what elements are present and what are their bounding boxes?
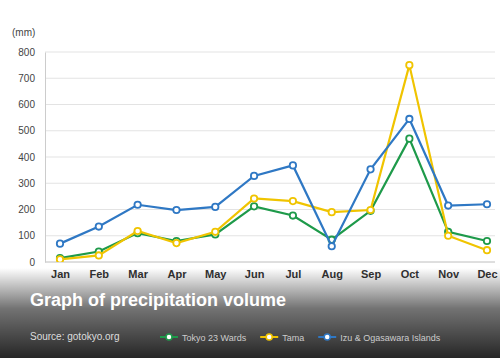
legend: Tokyo 23 Wards Tama Izu & Ogasawara Island… — [160, 333, 441, 343]
legend-label: Tama — [282, 333, 304, 343]
title: Graph of precipitation volume — [30, 290, 286, 310]
series-point — [367, 207, 373, 213]
series-point — [484, 201, 490, 207]
y-tick: 200 — [18, 204, 45, 215]
x-axis-line — [45, 262, 495, 263]
y-axis-title: (mm) — [12, 27, 35, 38]
y-axis: 0 100 200 300 400 500 600 700 800 — [18, 47, 45, 268]
grid-line — [45, 78, 495, 79]
y-tick: 300 — [18, 178, 45, 189]
series-point — [251, 173, 257, 179]
series-point — [329, 209, 335, 215]
series-point — [96, 252, 102, 258]
y-tick-label: 500 — [18, 125, 35, 136]
series-point — [367, 208, 373, 214]
grid-line — [45, 130, 495, 131]
series — [57, 116, 490, 250]
legend-item: Izu & Ogasawara Islands — [318, 333, 441, 343]
grid-line — [45, 262, 495, 263]
legend-item: Tama — [260, 333, 304, 343]
series-line — [60, 65, 487, 259]
series-point — [251, 203, 257, 209]
series-point — [96, 223, 102, 229]
series-point — [212, 204, 218, 210]
series-point — [212, 229, 218, 235]
source: Source: gotokyo.org — [30, 331, 120, 342]
series-point — [329, 243, 335, 249]
plot-area — [57, 62, 490, 262]
series-point — [134, 202, 140, 208]
legend-marker — [166, 334, 172, 340]
y-tick-label: 200 — [18, 204, 35, 215]
series-point — [290, 162, 296, 168]
series-point — [406, 62, 412, 68]
series-point — [134, 228, 140, 234]
y-tick: 400 — [18, 152, 45, 163]
y-tick-label: 400 — [18, 152, 35, 163]
series-point — [57, 240, 63, 246]
caption-shade — [0, 268, 500, 358]
legend-item: Tokyo 23 Wards — [160, 333, 247, 343]
series-line — [60, 119, 487, 246]
grid — [45, 52, 495, 262]
y-tick: 600 — [18, 99, 45, 110]
series-point — [173, 240, 179, 246]
y-tick: 100 — [18, 230, 45, 241]
y-axis-line — [45, 53, 46, 263]
y-tick-label: 100 — [18, 230, 35, 241]
y-tick-label: 800 — [18, 47, 35, 58]
grid-line — [45, 52, 495, 53]
chart: 0100200300400500600700800JanFebMarAprMay… — [0, 0, 500, 358]
grid-line — [45, 235, 495, 236]
y-tick: 700 — [18, 73, 45, 84]
legend-label: Tokyo 23 Wards — [182, 333, 247, 343]
series — [57, 62, 490, 262]
series-point — [484, 247, 490, 253]
series-point — [445, 233, 451, 239]
legend-label: Izu & Ogasawara Islands — [340, 333, 441, 343]
y-tick-label: 700 — [18, 73, 35, 84]
series-point — [445, 202, 451, 208]
y-tick: 800 — [18, 47, 45, 58]
series-point — [406, 116, 412, 122]
series-point — [173, 207, 179, 213]
legend-marker — [266, 334, 272, 340]
legend-marker — [324, 334, 330, 340]
y-tick: 0 — [29, 257, 45, 268]
series-point — [406, 135, 412, 141]
y-tick-label: 300 — [18, 178, 35, 189]
y-tick: 500 — [18, 125, 45, 136]
series-point — [290, 212, 296, 218]
series-point — [57, 256, 63, 262]
series-point — [290, 198, 296, 204]
grid-line — [45, 104, 495, 105]
series-point — [367, 166, 373, 172]
series-point — [484, 238, 490, 244]
y-tick-label: 600 — [18, 99, 35, 110]
y-tick-label: 0 — [29, 257, 35, 268]
series-point — [251, 195, 257, 201]
